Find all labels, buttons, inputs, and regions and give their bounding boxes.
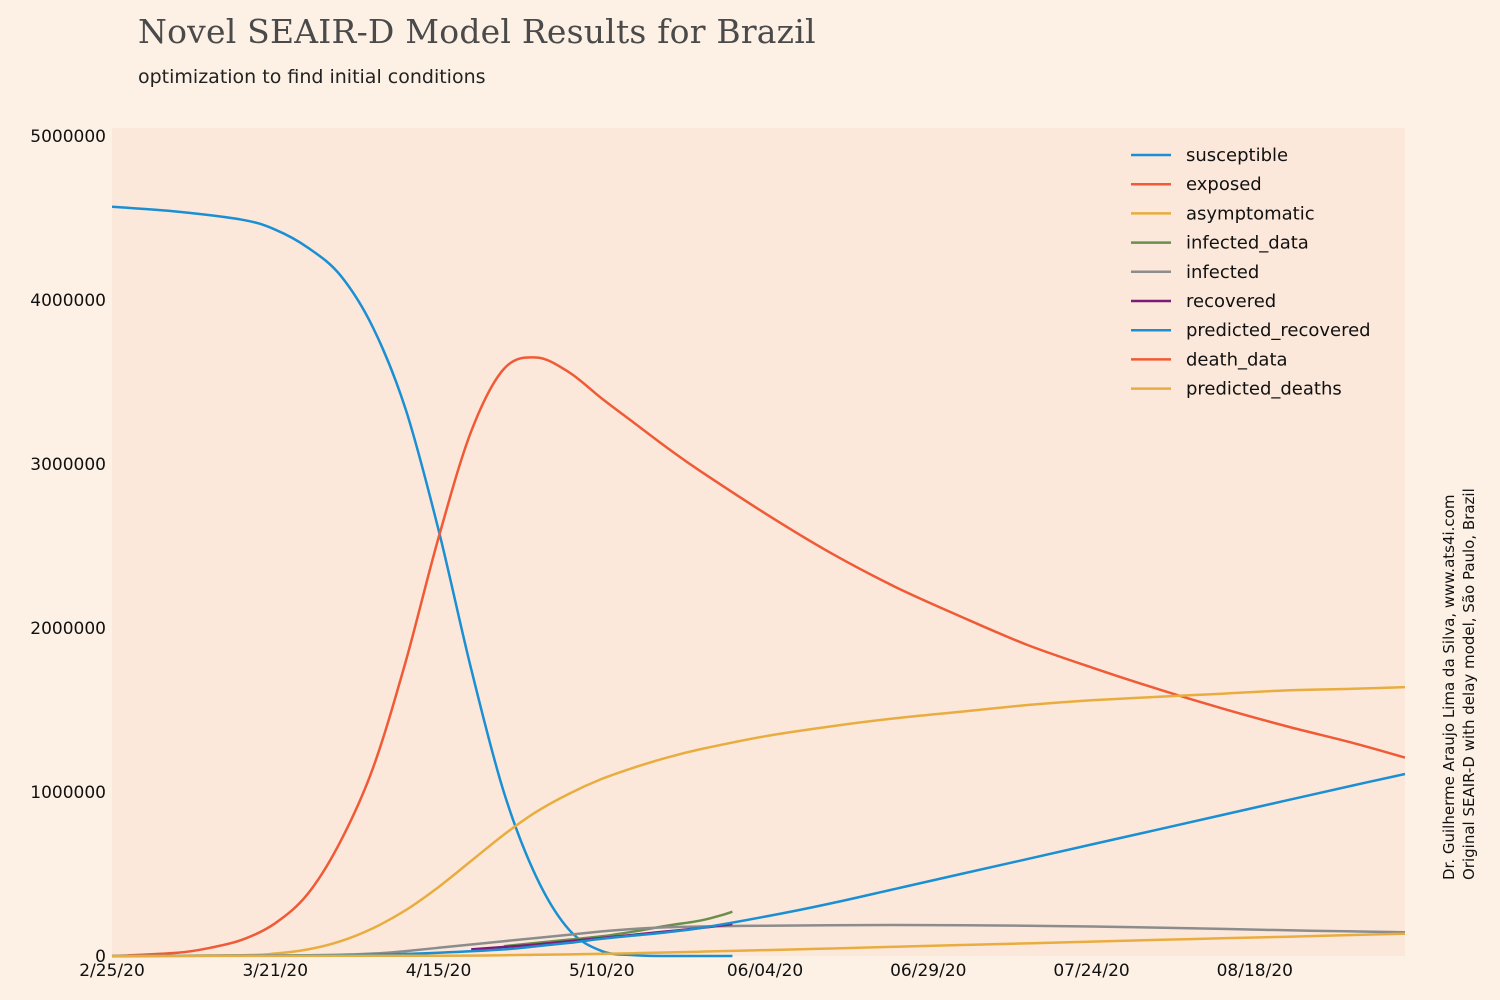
x-tick-label: 06/29/20	[890, 961, 966, 981]
credit-line-1: Dr. Guilherme Araujo Lima da Silva, www.…	[1440, 495, 1458, 880]
y-axis-ticks: 0 1000000 2000000 3000000 4000000 5000000	[30, 127, 106, 967]
credit-line-2: Original SEAIR-D with delay model, São P…	[1460, 488, 1478, 880]
x-axis-ticks: 2/25/20 3/21/20 4/15/20 5/10/20 06/04/20 06/2…	[79, 961, 1293, 981]
x-tick-label: 4/15/20	[406, 961, 472, 981]
y-tick-label: 3000000	[30, 455, 106, 475]
legend-label: exposed	[1186, 174, 1262, 195]
x-tick-label: 07/24/20	[1053, 961, 1129, 981]
legend-label: recovered	[1186, 291, 1276, 312]
legend-label: infected_data	[1186, 233, 1309, 254]
legend-label: predicted_recovered	[1186, 320, 1371, 341]
series-line-infected	[111, 923, 1406, 958]
legend: susceptible exposed asymptomatic infected_d…	[1131, 145, 1371, 400]
chart-title: Novel SEAIR-D Model Results for Brazil	[138, 12, 816, 51]
legend-label: death_data	[1186, 349, 1288, 370]
y-tick-label: 5000000	[30, 127, 106, 147]
chart-subtitle: optimization to find initial conditions	[138, 66, 486, 88]
series-line-predicted-deaths	[111, 932, 1406, 958]
x-tick-label: 5/10/20	[569, 961, 635, 981]
x-tick-label: 3/21/20	[242, 961, 308, 981]
series-line-exposed	[111, 356, 1406, 958]
x-tick-label: 2/25/20	[79, 961, 145, 981]
credit-text: Dr. Guilherme Araujo Lima da Silva, www.…	[1440, 488, 1478, 880]
series-layer	[111, 205, 1406, 958]
legend-label: asymptomatic	[1186, 203, 1315, 224]
y-tick-label: 1000000	[30, 783, 106, 803]
legend-label: infected	[1186, 262, 1259, 283]
series-line-infected-data	[503, 910, 733, 948]
y-tick-label: 0	[95, 947, 106, 967]
series-line-predicted-recovered	[111, 772, 1406, 958]
legend-label: predicted_deaths	[1186, 379, 1342, 400]
y-tick-label: 4000000	[30, 291, 106, 311]
y-tick-label: 2000000	[30, 619, 106, 639]
legend-label: susceptible	[1186, 145, 1288, 166]
plot-area	[112, 128, 1405, 956]
series-line-susceptible	[111, 205, 733, 958]
series-line-asymptomatic	[111, 685, 1406, 958]
x-tick-label: 08/18/20	[1217, 961, 1293, 981]
x-tick-label: 06/04/20	[727, 961, 803, 981]
